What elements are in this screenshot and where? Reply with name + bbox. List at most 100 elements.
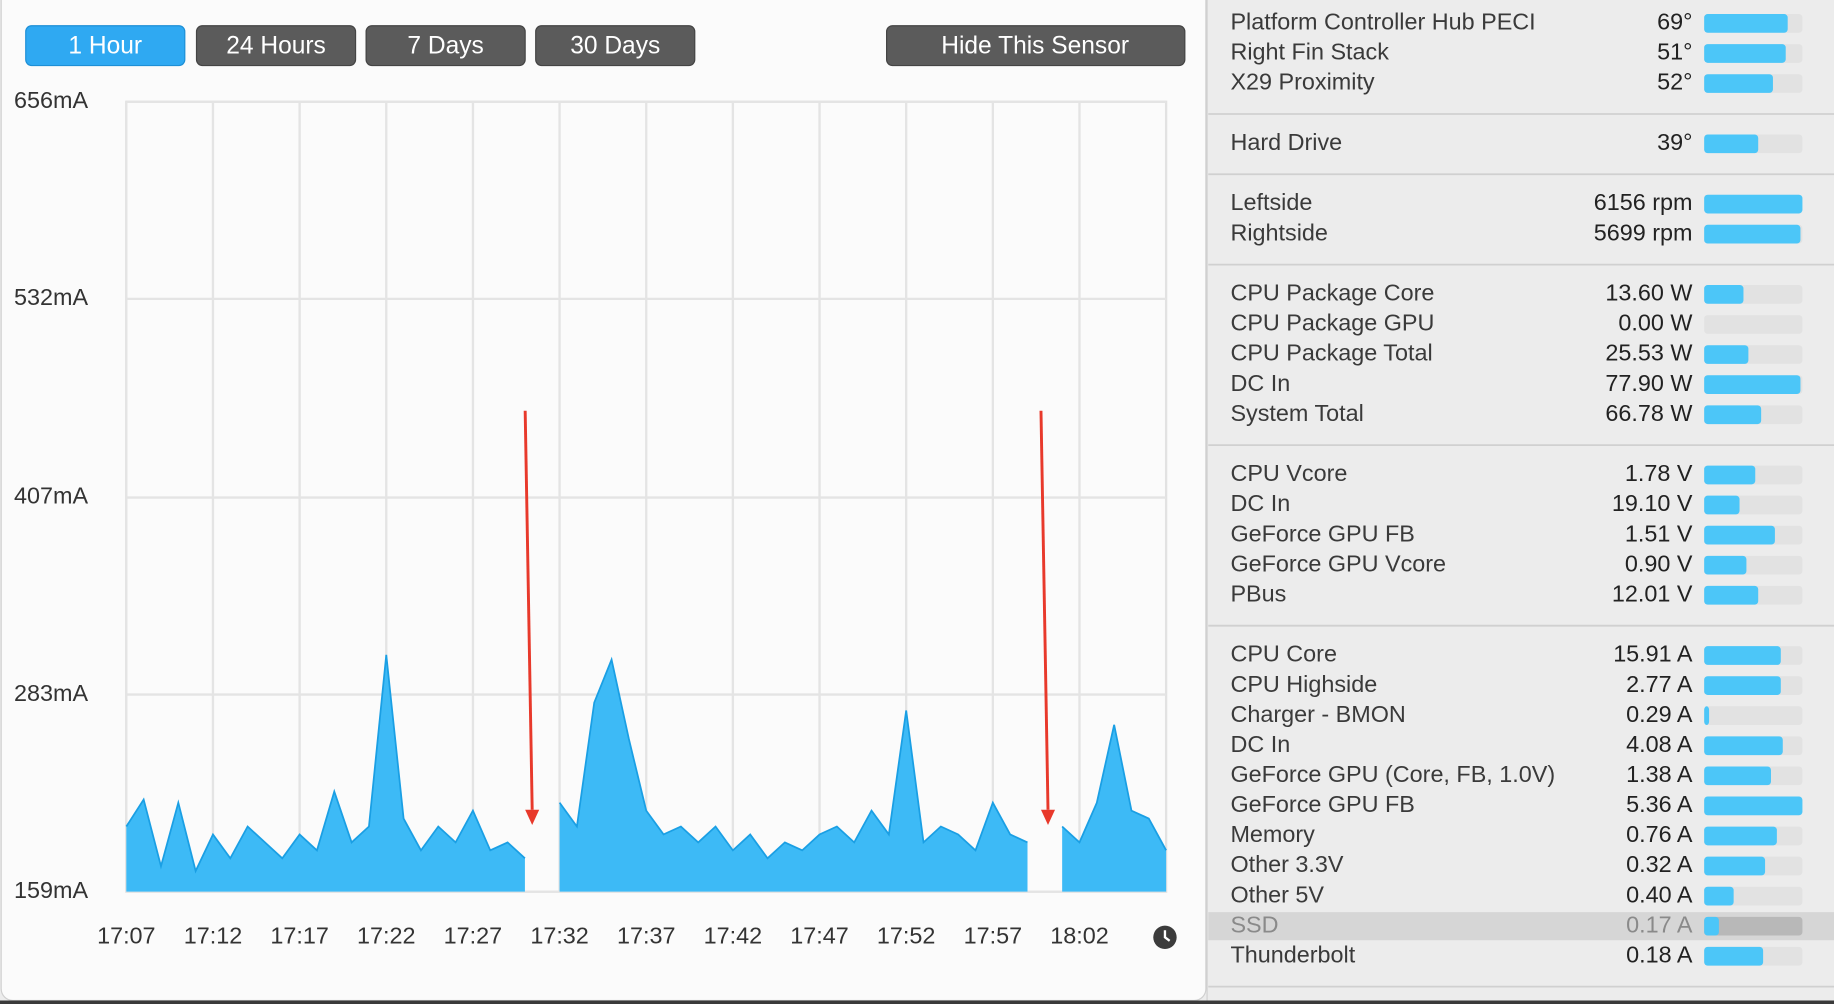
y-tick-label: 407mA (14, 483, 88, 509)
x-tick-label: 17:52 (877, 922, 935, 948)
x-tick-label: 17:07 (97, 922, 155, 948)
sensor-name: Right Fin Stack (1230, 39, 1389, 65)
x-tick-label: 17:17 (270, 922, 328, 948)
sensor-name: CPU Package Core (1230, 280, 1434, 306)
level-bar (1704, 856, 1766, 876)
x-tick-label: 17:57 (964, 922, 1022, 948)
sensor-value: 0.90 V (1625, 550, 1693, 576)
level-bar (1704, 525, 1775, 545)
sensor-value: 0.18 A (1626, 941, 1693, 967)
level-bar (1704, 495, 1740, 515)
sensor-name: SSD (1230, 911, 1278, 937)
sensor-name: GeForce GPU FB (1230, 791, 1414, 817)
level-bar (1704, 706, 1710, 726)
arrow (523, 410, 534, 810)
toolbar: 1 Hour 24 Hours 7 Days 30 Days Hide This Sen… (25, 25, 1186, 67)
range-button-label[interactable]: 1 Hour (68, 32, 142, 59)
level-bar (1704, 375, 1801, 394)
sensor-value: 0.76 A (1626, 821, 1693, 847)
range-button-label[interactable]: 24 Hours (226, 32, 326, 59)
arrow (1039, 410, 1050, 810)
sensor-value: 0.29 A (1626, 701, 1693, 727)
clock-button[interactable] (1153, 925, 1177, 950)
sensor-value: 69° (1657, 9, 1692, 35)
sensor-value: 2.77 A (1626, 671, 1693, 697)
x-tick-label: 17:47 (790, 922, 848, 948)
sensor-name: Platform Controller Hub PECI (1230, 9, 1535, 35)
sensor-name: X29 Proximity (1230, 69, 1374, 95)
sensor-value: 6156 rpm (1594, 189, 1693, 215)
sensor-value: 12.01 V (1612, 580, 1693, 606)
level-bar (1704, 736, 1783, 756)
x-tick-label: 17:27 (444, 922, 502, 948)
level-bar (1704, 585, 1759, 605)
x-tick-label: 17:32 (530, 922, 588, 948)
bottom-edge (0, 1000, 1834, 1004)
y-tick-label: 656mA (14, 87, 88, 113)
sensor-list: Platform Controller Hub PECI 69° Right Fin… (1206, 0, 1834, 1001)
sensor-name: CPU Package GPU (1230, 310, 1434, 336)
range-button-label[interactable]: 30 Days (570, 32, 660, 59)
sensor-value: 1.51 V (1625, 520, 1693, 546)
level-bar (1704, 916, 1719, 936)
sensor-name: DC In (1230, 490, 1290, 516)
level-bar (1704, 224, 1801, 244)
x-tick-label: 17:42 (704, 922, 762, 948)
sensor-name: PBus (1230, 580, 1286, 606)
sensor-name: Hard Drive (1230, 129, 1342, 155)
sensor-name: CPU Package Total (1230, 340, 1432, 366)
level-bar (1704, 555, 1747, 575)
level-bar (1704, 676, 1781, 695)
sensor-name: GeForce GPU (Core, FB, 1.0V) (1230, 761, 1555, 787)
x-tick-label: 17:37 (617, 922, 675, 948)
sensor-value: 13.60 W (1605, 280, 1692, 306)
sensor-name: Other 5V (1230, 881, 1324, 907)
level-bar (1704, 345, 1749, 364)
chart: 656mA 532mA 407mA 283mA 159mA 17:07 17:12 17:17… (14, 87, 1168, 948)
sensor-value: 1.78 V (1625, 460, 1693, 486)
range-button[interactable] (535, 25, 696, 67)
level-bar (1704, 796, 1803, 816)
x-tick-label: 18:02 (1050, 922, 1108, 948)
sensor-value: 0.40 A (1626, 881, 1693, 907)
range-button[interactable] (365, 25, 526, 67)
sensor-value: 25.53 W (1605, 340, 1692, 366)
sensor-value: 0.00 W (1618, 310, 1692, 336)
annotations (523, 410, 1056, 825)
sensor-name: CPU Core (1230, 641, 1336, 667)
level-bar (1704, 74, 1773, 93)
arrow-head (525, 809, 540, 825)
arrow-head (1040, 809, 1056, 825)
sensor-value: 19.10 V (1612, 490, 1693, 516)
sensor-name: Rightside (1230, 219, 1327, 245)
sensor-value: 77.90 W (1605, 370, 1692, 396)
sensor-value: 5699 rpm (1594, 219, 1693, 245)
level-bar (1704, 405, 1762, 425)
line (125, 654, 1167, 874)
range-button[interactable] (195, 25, 357, 67)
sensor-name: GeForce GPU FB (1230, 520, 1414, 546)
range-button[interactable] (25, 25, 186, 67)
hide-button[interactable] (886, 25, 1186, 67)
sensor-name: Thunderbolt (1230, 941, 1355, 967)
level-bar (1704, 946, 1764, 966)
sensor-name: Charger - BMON (1230, 701, 1405, 727)
sensor-name: System Total (1230, 400, 1363, 426)
sensor-value: 15.91 A (1613, 641, 1693, 667)
range-button-label[interactable]: 7 Days (407, 32, 483, 59)
sensor-name: CPU Vcore (1230, 460, 1347, 486)
sensor-name: DC In (1230, 370, 1290, 396)
sensor-value: 39° (1657, 129, 1692, 155)
sensor-value: 0.32 A (1626, 851, 1693, 877)
x-tick-label: 17:22 (357, 922, 415, 948)
hide-button-label[interactable]: Hide This Sensor (941, 32, 1129, 59)
sensor-value: 0.17 A (1626, 911, 1693, 937)
sensor-name: Other 3.3V (1230, 851, 1343, 877)
y-tick-label: 283mA (14, 680, 88, 706)
sensor-name: Memory (1230, 821, 1315, 847)
x-tick-label: 17:12 (184, 922, 242, 948)
sensor-value: 1.38 A (1626, 761, 1693, 787)
y-tick-label: 532mA (14, 284, 88, 310)
level-track (1704, 706, 1803, 726)
